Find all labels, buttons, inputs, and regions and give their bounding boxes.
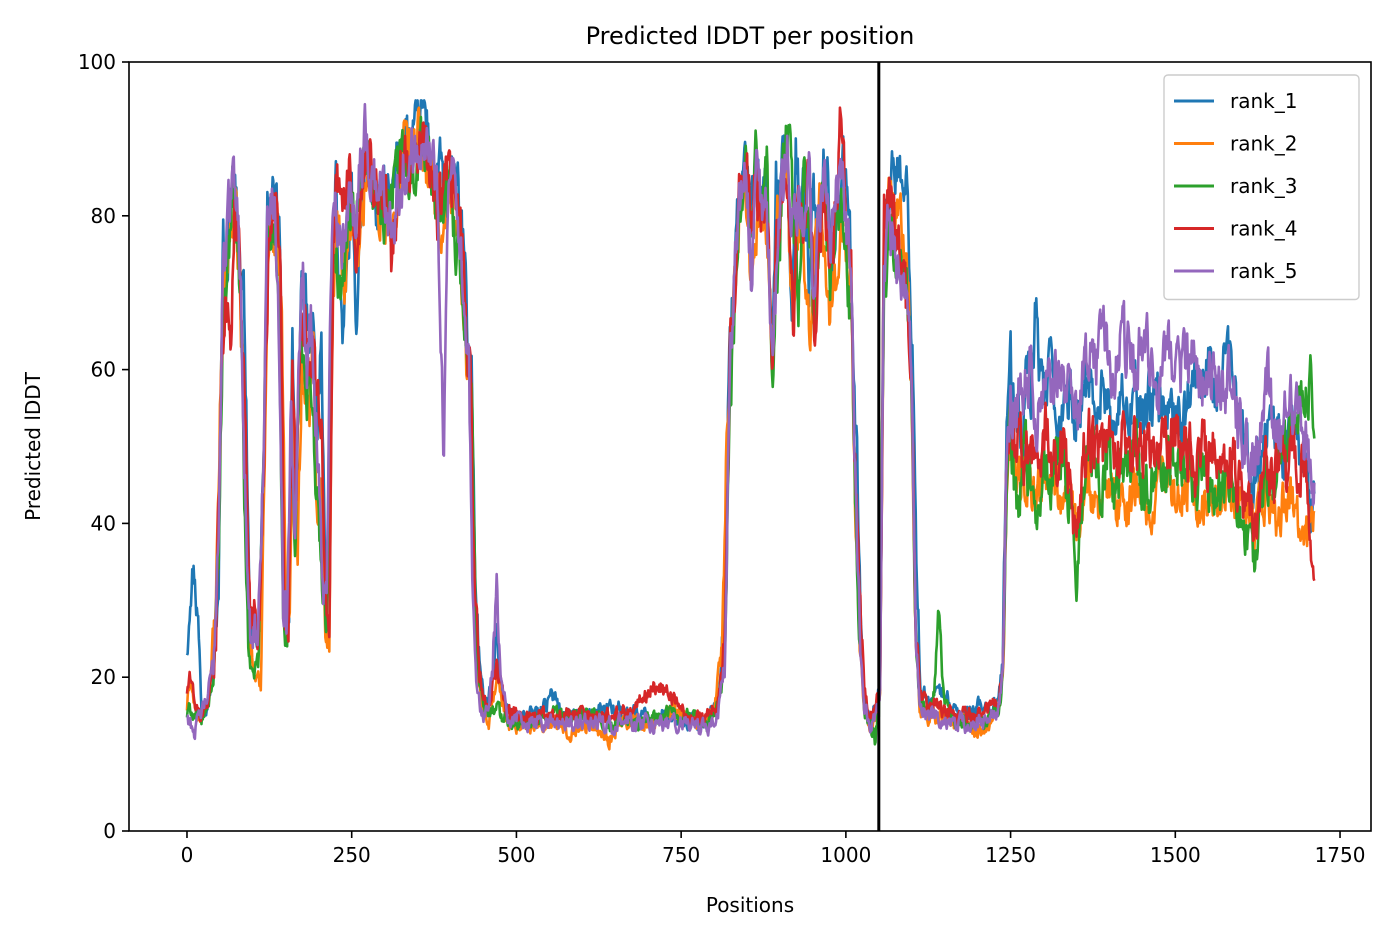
legend-box xyxy=(1163,74,1360,301)
x-tick-label: 1500 xyxy=(1150,843,1201,867)
x-tick-label: 1250 xyxy=(985,843,1036,867)
series-line-rank_4 xyxy=(185,106,1316,728)
y-tick-label: 20 xyxy=(91,665,116,689)
x-tick-label: 1000 xyxy=(820,843,871,867)
legend-label-rank_2: rank_2 xyxy=(1230,132,1297,156)
y-axis-label: Predicted lDDT xyxy=(21,371,45,521)
x-tick-label: 750 xyxy=(662,843,700,867)
chart-title: Predicted lDDT per position xyxy=(586,22,915,50)
legend-label-rank_3: rank_3 xyxy=(1230,174,1297,198)
x-tick-label: 250 xyxy=(333,843,371,867)
y-tick-label: 40 xyxy=(91,511,116,535)
x-axis-label: Positions xyxy=(706,893,794,917)
y-tick-label: 100 xyxy=(78,50,116,74)
y-tick-label: 0 xyxy=(103,819,116,843)
legend-label-rank_5: rank_5 xyxy=(1230,259,1297,283)
y-axis-ticks: 0 20 40 60 80 100 xyxy=(78,50,129,843)
x-tick-label: 1750 xyxy=(1315,843,1366,867)
x-axis-ticks: 0 250 500 750 1000 1250 1500 1750 xyxy=(181,831,1366,867)
axes-frame xyxy=(128,61,1372,832)
y-tick-label: 60 xyxy=(91,358,116,382)
plot-area xyxy=(185,62,1316,831)
legend: rank_1 rank_2 rank_3 rank_4 rank_5 xyxy=(1163,74,1360,301)
legend-label-rank_1: rank_1 xyxy=(1230,89,1297,113)
x-tick-label: 500 xyxy=(497,843,535,867)
series-line-rank_5 xyxy=(186,102,1316,741)
x-tick-label: 0 xyxy=(181,843,194,867)
y-tick-label: 80 xyxy=(91,204,116,228)
legend-label-rank_4: rank_4 xyxy=(1230,217,1297,241)
